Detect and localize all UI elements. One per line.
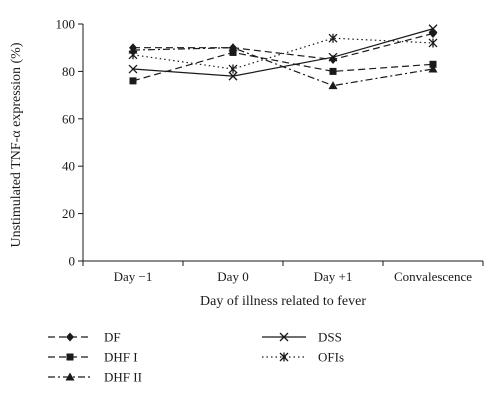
x-axis-title: Day of illness related to fever	[200, 294, 366, 309]
legend-marker-dhf-ii	[65, 372, 75, 381]
series-df	[129, 28, 437, 65]
x-tick-label: Convalescence	[394, 269, 472, 284]
legend-item-dss: DSS	[262, 330, 342, 345]
data-point-dss	[228, 71, 238, 81]
data-point-dhf-i	[229, 48, 237, 56]
y-tick-label: 0	[69, 254, 76, 269]
series-dhf-i	[129, 48, 437, 85]
y-tick-label: 40	[62, 159, 75, 174]
legend-marker-df	[66, 332, 74, 342]
data-point-dhf-i	[129, 77, 137, 85]
legend-marker-dhf-i	[66, 353, 74, 361]
series-ofis	[128, 33, 438, 74]
y-axis-ticks: 0 20 40 60 80 100	[56, 17, 83, 269]
data-point-dhf-i	[329, 67, 337, 75]
data-point-dhf-i	[429, 60, 437, 68]
x-axis-ticks: Day −1 Day 0 Day +1 Convalescence	[82, 261, 484, 284]
legend-label-dss: DSS	[318, 330, 342, 345]
data-point-ofis	[328, 33, 338, 43]
data-point-dhf-ii	[328, 81, 338, 90]
legend-item-df: DF	[48, 330, 121, 345]
data-point-ofis	[128, 50, 138, 60]
y-tick-label: 60	[62, 111, 75, 126]
legend-label-ofis: OFIs	[318, 350, 344, 365]
series-dss	[128, 24, 438, 81]
data-point-dhf-ii	[428, 64, 438, 73]
data-point-ofis	[228, 64, 238, 74]
legend-item-dhf-ii: DHF II	[48, 370, 142, 385]
x-tick-label: Day +1	[314, 269, 353, 284]
data-point-dss	[128, 64, 138, 74]
x-tick-label: Day 0	[217, 269, 248, 284]
y-tick-label: 80	[62, 64, 75, 79]
legend-item-dhf-i: DHF I	[48, 350, 138, 365]
data-point-dss	[428, 24, 438, 34]
series-line-dss	[132, 28, 434, 77]
legend-marker-ofis	[279, 352, 289, 362]
legend-item-ofis: OFIs	[262, 350, 344, 365]
data-point-dss	[328, 52, 338, 62]
data-point-dhf-ii	[228, 43, 238, 52]
legend-label-dhf-i: DHF I	[104, 350, 138, 365]
legend: DF DHF I DHF II DSS OFIs	[48, 330, 344, 385]
y-axis-title: Unstimulated TNF-α expression (%)	[9, 42, 24, 247]
data-point-df	[429, 28, 437, 38]
y-tick-label: 20	[62, 206, 75, 221]
legend-marker-dss	[279, 332, 289, 342]
legend-label-dhf-ii: DHF II	[104, 370, 142, 385]
legend-label-df: DF	[104, 330, 121, 345]
data-point-dhf-ii	[128, 45, 138, 54]
series-line-ofis	[132, 37, 434, 70]
data-point-ofis	[428, 38, 438, 48]
x-tick-label: Day −1	[114, 269, 153, 284]
y-tick-label: 100	[56, 17, 76, 32]
series-layer	[128, 24, 438, 90]
series-line-dhf-i	[132, 51, 434, 82]
series-line-df	[133, 32, 434, 61]
